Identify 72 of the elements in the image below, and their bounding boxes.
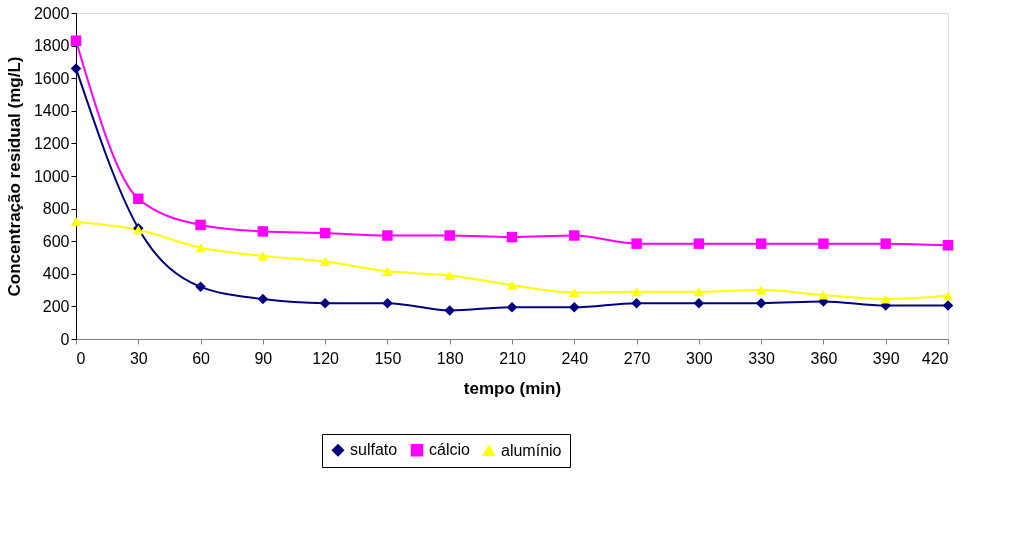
legend-label: cálcio <box>429 441 471 459</box>
point <box>569 301 580 313</box>
x-tick-label: 210 <box>499 349 526 367</box>
x-tick-label: 30 <box>129 349 148 367</box>
point <box>382 266 393 276</box>
x-tick-label: 90 <box>254 349 273 367</box>
x-tick-label: 150 <box>374 349 402 367</box>
point <box>942 300 954 311</box>
x-tick-label: 270 <box>623 349 651 367</box>
legend-label: alumínio <box>501 441 562 459</box>
y-axis-title: Concentração residual (mg/L) <box>4 56 24 297</box>
x-tick-label: 300 <box>686 349 713 367</box>
point <box>631 287 642 297</box>
point <box>506 280 518 290</box>
x-tick-label: 360 <box>810 349 838 367</box>
y-tick-label: 0 <box>60 330 70 348</box>
point <box>880 238 891 249</box>
point <box>195 219 206 231</box>
point <box>693 297 705 309</box>
x-tick-label: 180 <box>436 349 464 367</box>
point <box>755 297 767 309</box>
y-tick-label: 1400 <box>33 102 70 120</box>
x-axis-title: tempo (min) <box>463 378 562 398</box>
y-tick-label: 1800 <box>33 37 70 55</box>
point <box>818 238 829 249</box>
legend-label: sulfato <box>350 441 398 459</box>
x-tick-label: 120 <box>312 349 340 367</box>
y-tick-label: 200 <box>42 297 70 315</box>
point <box>631 297 642 309</box>
point <box>880 294 891 304</box>
point <box>133 193 144 205</box>
point <box>195 243 206 253</box>
point <box>70 35 82 46</box>
point <box>693 287 705 297</box>
point <box>444 270 455 280</box>
y-tick-label: 1600 <box>33 69 70 87</box>
point <box>257 293 269 305</box>
point <box>506 301 518 313</box>
point <box>631 238 642 249</box>
x-tick-label: 0 <box>76 349 86 367</box>
point <box>942 291 954 301</box>
point <box>569 230 580 241</box>
x-tick-label: 420 <box>921 349 949 367</box>
point <box>319 257 331 267</box>
y-tick-label: 400 <box>42 265 70 283</box>
point <box>257 226 269 237</box>
point <box>444 230 455 241</box>
x-tick-label: 240 <box>561 349 589 367</box>
point <box>942 240 954 251</box>
point <box>70 217 82 227</box>
y-tick-label: 600 <box>42 232 70 250</box>
point <box>818 290 829 300</box>
point <box>693 238 705 249</box>
point <box>382 297 393 309</box>
point <box>755 285 767 295</box>
x-tick-label: 330 <box>748 349 776 367</box>
point <box>569 288 580 298</box>
y-tick-label: 1000 <box>33 167 70 185</box>
y-tick-label: 2000 <box>33 4 70 22</box>
point <box>506 231 518 243</box>
point <box>319 297 331 309</box>
y-tick-label: 800 <box>42 200 70 218</box>
point <box>755 238 767 249</box>
point <box>257 251 269 261</box>
point <box>70 63 82 74</box>
point <box>382 230 393 241</box>
x-tick-label: 60 <box>192 349 211 367</box>
point <box>319 227 331 239</box>
point <box>195 281 206 293</box>
point <box>444 305 455 316</box>
x-tick-label: 390 <box>872 349 900 367</box>
y-tick-label: 1200 <box>33 134 70 152</box>
